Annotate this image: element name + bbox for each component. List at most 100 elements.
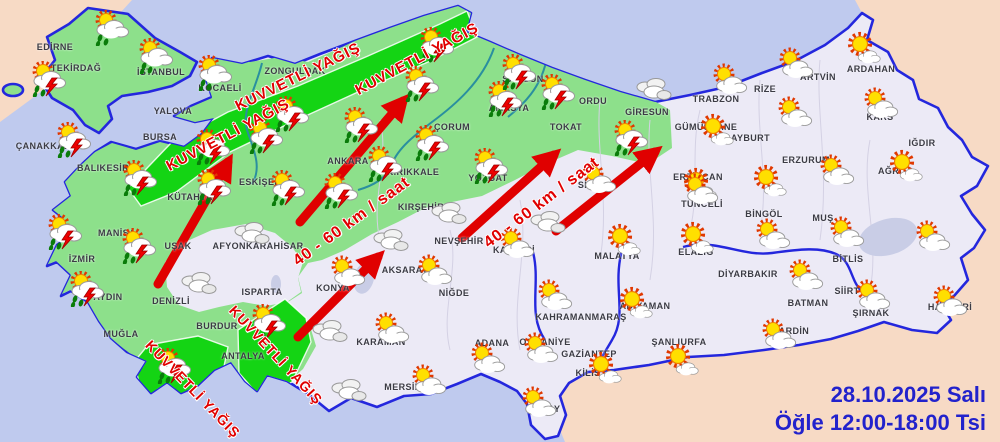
wind-arrow [457,148,562,243]
city-label: TOKAT [549,122,583,132]
suncloud-icon [815,153,855,189]
storm-icon [401,65,441,104]
cloudy-icon [632,71,672,107]
sunny-icon [674,220,714,256]
city-label: ELAZIĞ [678,247,714,257]
cloudy-icon [327,372,367,408]
province-border [866,139,874,291]
city-label: ANTALYA [221,351,265,361]
city-label: ORDU [578,96,608,106]
city-label: ANKARA [327,156,369,166]
city-label: KARAMAN [356,337,406,347]
city-label: SİİRT [834,286,860,296]
suncloud-icon [517,385,557,421]
thrace-landmass [38,6,199,135]
rain-icon [135,37,175,76]
suncloud-icon [495,226,535,262]
city-label: KÜTAHYA [167,192,213,202]
city-label: TEKİRDAĞ [50,63,102,73]
storm-icon [28,60,68,99]
river-ceyhan [531,251,546,341]
city-label: DİYARBAKIR [718,269,778,279]
cloudy-icon [369,222,409,258]
suncloud-icon [326,254,366,290]
storm-icon [320,172,360,211]
suncloud-icon [774,46,814,82]
suncloud-icon [533,278,573,314]
storm-icon [153,347,193,386]
city-label: RİZE [753,84,777,94]
city-label: KIRIKKALE [386,167,440,177]
cloudy-icon [308,313,348,349]
caption-date: 28.10.2025 Salı [830,382,986,407]
suncloud-icon [751,217,791,253]
city-label: ESKİŞEHİR [238,177,292,187]
city-label: KİLİS [575,368,601,378]
suncloud-icon [407,363,447,399]
sunny-icon [694,112,734,148]
city-label: OSMANİYE [519,337,571,347]
city-label: KOCAELİ [198,83,242,93]
storm-icon [364,145,404,184]
storm-icon [340,106,380,145]
rain-icon [194,54,234,93]
river-yesilirmak [507,61,547,118]
city-label: ZONGULDAK [264,66,326,76]
lake-van [858,217,918,257]
suncloud-icon [757,317,797,353]
city-label: IĞDIR [908,138,936,148]
suncloud-icon [679,172,719,208]
storm-icon [484,80,524,119]
sunny-icon [613,285,653,321]
wind-arrow [293,250,385,342]
city-label: BURSA [142,132,178,142]
suncloud-icon [859,86,899,122]
storm-icon [44,213,84,252]
city-label: BİTLİS [832,254,864,264]
suncloud-icon [773,95,813,131]
storm-icon [53,121,93,160]
city-label: AFYONKARAHİSAR [212,241,304,251]
city-label: ERZURUM [782,155,830,165]
river-tigris [682,243,863,293]
foreign-land-east-south [560,0,1000,442]
storm-icon [119,159,159,198]
city-label: İSTANBUL [136,67,186,77]
storm-icon [610,119,650,158]
province-border [758,79,764,231]
suncloud-icon [370,311,410,347]
province-border [648,119,654,281]
city-label: KAHRAMANMARAŞ [535,312,627,322]
city-label: MUĞLA [103,329,139,339]
storm-icon [118,227,158,266]
suncloud-icon [784,258,824,294]
city-label: MALATYA [594,251,640,261]
rain-icon [91,9,131,48]
wind-arrow [295,93,410,227]
storm-icon [248,303,288,342]
storm-icon [267,169,307,208]
city-label: ADANA [474,338,510,348]
island [1,82,25,98]
date-caption: 28.10.2025 Salı Öğle 12:00-18:00 Tsi [775,381,986,436]
city-label: GAZİANTEP [561,349,617,359]
city-label: AKSARAY [381,265,429,275]
river-sakarya [244,62,263,185]
sunny-icon [747,163,787,199]
city-label: YOZGAT [468,173,508,183]
sunny-icon [659,342,699,378]
city-label: AĞRI [877,166,903,176]
city-label: GİRESUN [625,107,669,117]
city-label: UŞAK [164,241,192,251]
caption-period: Öğle 12:00-18:00 Tsi [774,409,986,435]
province-border [446,229,454,351]
storm-icon [416,26,456,65]
cloudy-icon [427,195,467,231]
city-label: TUNCELİ [681,199,723,209]
city-label: ÇORUM [434,122,470,132]
suncloud-icon [577,161,617,197]
storm-icon [537,73,577,112]
city-label: NEVŞEHİR [434,236,484,246]
